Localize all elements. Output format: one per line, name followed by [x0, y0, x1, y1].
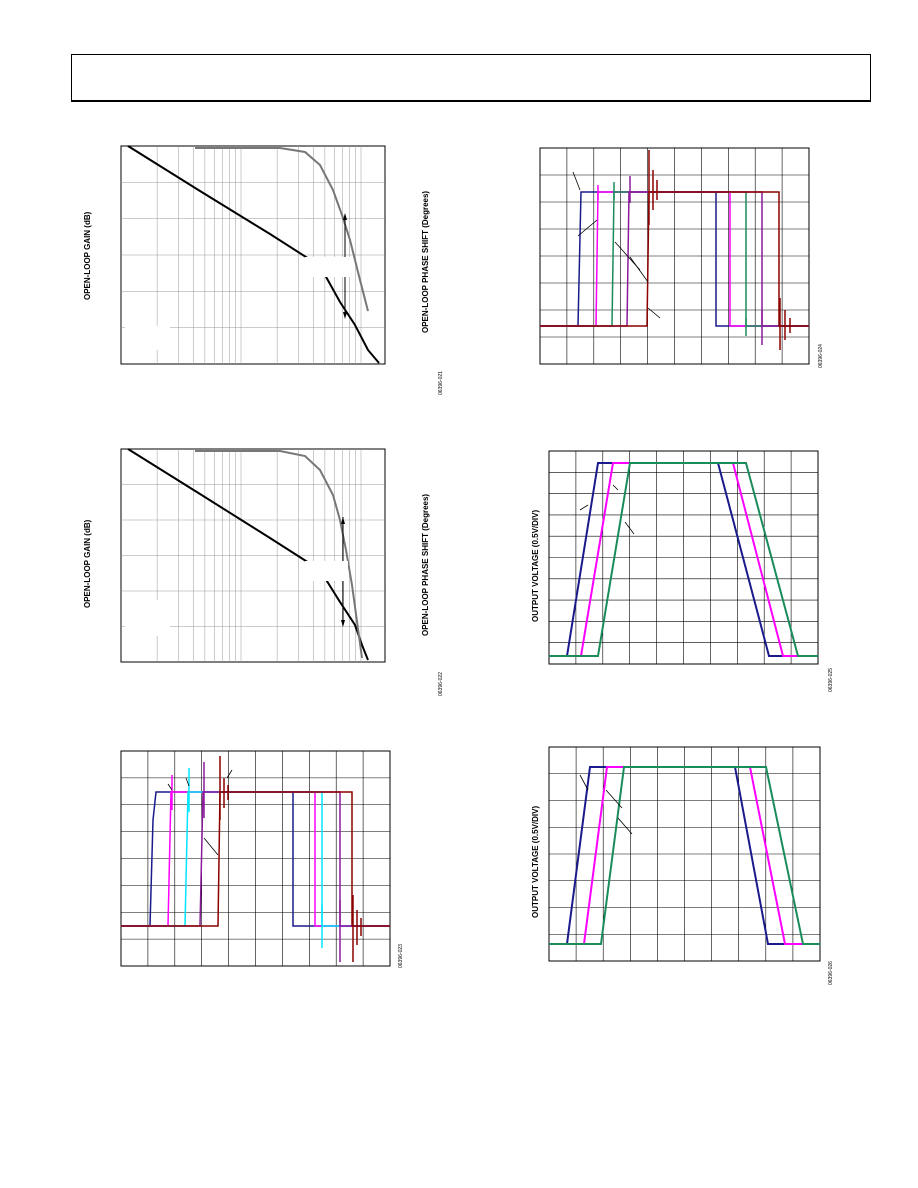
phase-trace	[195, 147, 369, 312]
linear-grid	[549, 451, 818, 664]
gain2-y2label: OPEN-LOOP PHASE SHIFT (Degrees)	[421, 494, 430, 636]
ringing	[171, 756, 362, 962]
callout-arrows	[579, 774, 633, 835]
gain-trace	[127, 448, 369, 661]
arrow-head-down	[343, 312, 347, 319]
label-blank	[305, 257, 350, 277]
arrow-head-down	[341, 620, 345, 627]
ramp2-figno: 06396-026	[828, 961, 834, 985]
pulse1-figno: 06396-023	[398, 944, 404, 968]
gain1-ylabel: OPEN-LOOP GAIN (dB)	[83, 211, 92, 300]
label-blank	[305, 561, 348, 581]
label-blank	[125, 326, 170, 350]
trace-green	[549, 766, 820, 945]
callout-arrows	[572, 171, 661, 319]
log-grid	[121, 146, 385, 364]
gain2-figno: 06396-022	[438, 672, 444, 696]
gain1-y2label: OPEN-LOOP PHASE SHIFT (Degrees)	[421, 191, 430, 333]
ramp2-ylabel: OUTPUT VOLTAGE (0.5V/DIV)	[531, 806, 540, 918]
pulse2-figno: 06396-024	[818, 344, 824, 368]
arrow-head-up	[343, 213, 347, 220]
callout-arrows	[579, 484, 635, 535]
ramp1-ylabel: OUTPUT VOLTAGE (0.5V/DIV)	[531, 510, 540, 622]
chart-ramp-1	[548, 450, 819, 665]
page-header	[71, 54, 871, 102]
trace-darkred	[121, 791, 390, 927]
linear-grid	[540, 148, 809, 364]
chart-gain-2	[120, 448, 386, 663]
arrow-head-up	[341, 517, 345, 524]
gain1-figno: 06396-021	[438, 371, 444, 395]
chart-ramp-2	[548, 746, 821, 962]
linear-grid	[121, 751, 390, 966]
trace-darkred	[540, 191, 809, 327]
chart-gain-1	[120, 145, 386, 365]
ringing	[597, 150, 791, 350]
phase-trace	[195, 450, 363, 659]
ramp1-figno: 06396-025	[828, 668, 834, 692]
gain-trace	[127, 145, 380, 364]
label-blank	[125, 600, 170, 636]
callout-arrows	[167, 769, 233, 856]
chart-pulse-2	[539, 147, 810, 365]
gain2-ylabel: OPEN-LOOP GAIN (dB)	[83, 519, 92, 608]
trace-green	[549, 462, 818, 657]
chart-pulse-1	[120, 750, 391, 967]
